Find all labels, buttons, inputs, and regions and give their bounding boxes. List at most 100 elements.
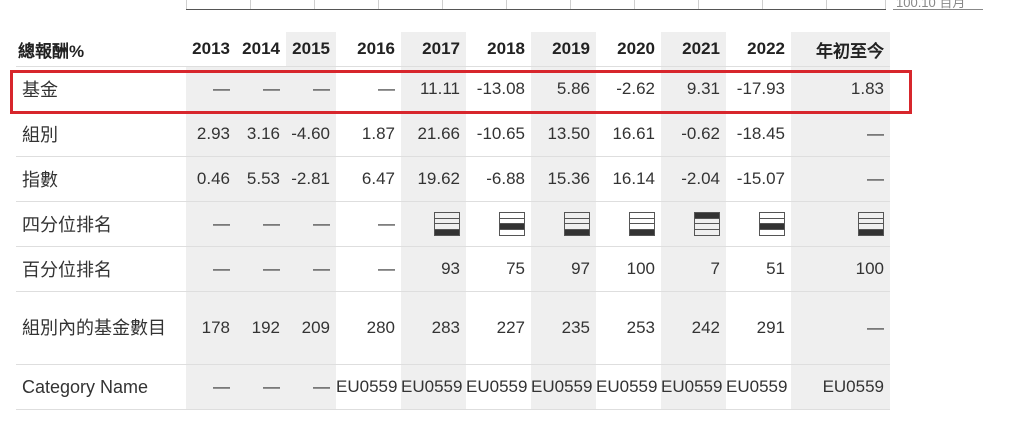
table-cell: 16.61 bbox=[596, 111, 661, 157]
row-label: 基金 bbox=[16, 66, 186, 112]
table-cell: -10.65 bbox=[466, 111, 531, 157]
table-cell: 5.53 bbox=[236, 156, 286, 202]
table-cell: -18.45 bbox=[726, 111, 791, 157]
table-row-category: 組別 2.93 3.16 -4.60 1.87 21.66 -10.65 13.… bbox=[16, 111, 890, 157]
table-cell: — bbox=[336, 246, 401, 292]
column-header: 2015 bbox=[286, 32, 336, 67]
table-cell: — bbox=[286, 246, 336, 292]
row-label: 組別 bbox=[16, 111, 186, 157]
table-cell: — bbox=[336, 201, 401, 247]
quartile-cell bbox=[791, 201, 890, 247]
top-right-label: 100.10 百月 bbox=[896, 0, 966, 10]
row-label: Category Name bbox=[16, 364, 186, 410]
table-cell: EU0559 bbox=[596, 364, 661, 410]
header-row: 總報酬% 2013 2014 2015 2016 2017 2018 2019 … bbox=[16, 32, 890, 67]
table-cell: 51 bbox=[726, 246, 791, 292]
column-header: 2018 bbox=[466, 32, 531, 67]
quartile-rank-icon bbox=[434, 212, 460, 236]
quartile-rank-icon bbox=[694, 212, 720, 236]
table-cell: EU0559 bbox=[466, 364, 531, 410]
header-label: 總報酬% bbox=[16, 32, 186, 67]
row-label: 組別內的基金數目 bbox=[16, 291, 186, 365]
table-cell: 15.36 bbox=[531, 156, 596, 202]
table-cell: -4.60 bbox=[286, 111, 336, 157]
table-cell: 21.66 bbox=[401, 111, 466, 157]
column-header: 年初至今 bbox=[791, 32, 890, 67]
quartile-cell bbox=[661, 201, 726, 247]
table-cell: EU0559 bbox=[791, 364, 890, 410]
top-divider bbox=[186, 9, 886, 10]
table-cell: 5.86 bbox=[531, 66, 596, 112]
row-label: 百分位排名 bbox=[16, 246, 186, 292]
table-cell: — bbox=[791, 156, 890, 202]
table-cell: 13.50 bbox=[531, 111, 596, 157]
table-row-fund: 基金 — — — — 11.11 -13.08 5.86 -2.62 9.31 … bbox=[16, 66, 890, 112]
table-cell: 2.93 bbox=[186, 111, 236, 157]
table-cell: 283 bbox=[401, 291, 466, 365]
table-row-index: 指數 0.46 5.53 -2.81 6.47 19.62 -6.88 15.3… bbox=[16, 156, 890, 202]
table-cell: 227 bbox=[466, 291, 531, 365]
table-cell: — bbox=[236, 201, 286, 247]
quartile-cell bbox=[401, 201, 466, 247]
row-label: 指數 bbox=[16, 156, 186, 202]
table-cell: -0.62 bbox=[661, 111, 726, 157]
quartile-cell bbox=[466, 201, 531, 247]
table-cell: — bbox=[286, 201, 336, 247]
table-cell: 178 bbox=[186, 291, 236, 365]
table-cell: -6.88 bbox=[466, 156, 531, 202]
table-cell: EU0559 bbox=[401, 364, 466, 410]
table-cell: 16.14 bbox=[596, 156, 661, 202]
table-row-percentile-rank: 百分位排名 — — — — 93 75 97 100 7 51 100 bbox=[16, 246, 890, 292]
table-cell: 253 bbox=[596, 291, 661, 365]
table-row-category-name: Category Name — — — EU0559 EU0559 EU0559… bbox=[16, 364, 890, 410]
table-cell: — bbox=[791, 111, 890, 157]
table-cell: 291 bbox=[726, 291, 791, 365]
table-cell: 100 bbox=[596, 246, 661, 292]
table-cell: 11.11 bbox=[401, 66, 466, 112]
top-axis-ticks bbox=[186, 0, 886, 9]
table-row-quartile-rank: 四分位排名 — — — — bbox=[16, 201, 890, 247]
table-cell: 280 bbox=[336, 291, 401, 365]
table-cell: — bbox=[186, 364, 236, 410]
column-header: 2021 bbox=[661, 32, 726, 67]
table-cell: 235 bbox=[531, 291, 596, 365]
top-right-underline bbox=[893, 9, 983, 10]
table-cell: 93 bbox=[401, 246, 466, 292]
table-cell: 1.83 bbox=[791, 66, 890, 112]
table-cell: 0.46 bbox=[186, 156, 236, 202]
table-cell: 1.87 bbox=[336, 111, 401, 157]
column-header: 2016 bbox=[336, 32, 401, 67]
table-cell: — bbox=[186, 201, 236, 247]
quartile-rank-icon bbox=[564, 212, 590, 236]
table-cell: 6.47 bbox=[336, 156, 401, 202]
table-cell: 3.16 bbox=[236, 111, 286, 157]
table-cell: 242 bbox=[661, 291, 726, 365]
table-cell: 75 bbox=[466, 246, 531, 292]
column-header: 2019 bbox=[531, 32, 596, 67]
column-header: 2013 bbox=[186, 32, 236, 67]
column-header: 2014 bbox=[236, 32, 286, 67]
table-cell: — bbox=[791, 291, 890, 365]
fund-row-highlight bbox=[10, 70, 912, 114]
performance-table: 總報酬% 2013 2014 2015 2016 2017 2018 2019 … bbox=[16, 32, 890, 410]
table-cell: EU0559 bbox=[531, 364, 596, 410]
table-cell: -2.62 bbox=[596, 66, 661, 112]
quartile-rank-icon bbox=[629, 212, 655, 236]
quartile-cell bbox=[531, 201, 596, 247]
quartile-cell bbox=[726, 201, 791, 247]
quartile-rank-icon bbox=[858, 212, 884, 236]
table-cell: -2.04 bbox=[661, 156, 726, 202]
table-cell: — bbox=[286, 66, 336, 112]
column-header: 2017 bbox=[401, 32, 466, 67]
table-cell: 100 bbox=[791, 246, 890, 292]
quartile-rank-icon bbox=[499, 212, 525, 236]
table-cell: EU0559 bbox=[336, 364, 401, 410]
table-cell: EU0559 bbox=[726, 364, 791, 410]
column-header: 2022 bbox=[726, 32, 791, 67]
table-cell: 19.62 bbox=[401, 156, 466, 202]
row-label: 四分位排名 bbox=[16, 201, 186, 247]
table-cell: 7 bbox=[661, 246, 726, 292]
table-row-fund-count: 組別內的基金數目 178 192 209 280 283 227 235 253… bbox=[16, 291, 890, 365]
table-cell: — bbox=[236, 246, 286, 292]
table-cell: — bbox=[186, 246, 236, 292]
